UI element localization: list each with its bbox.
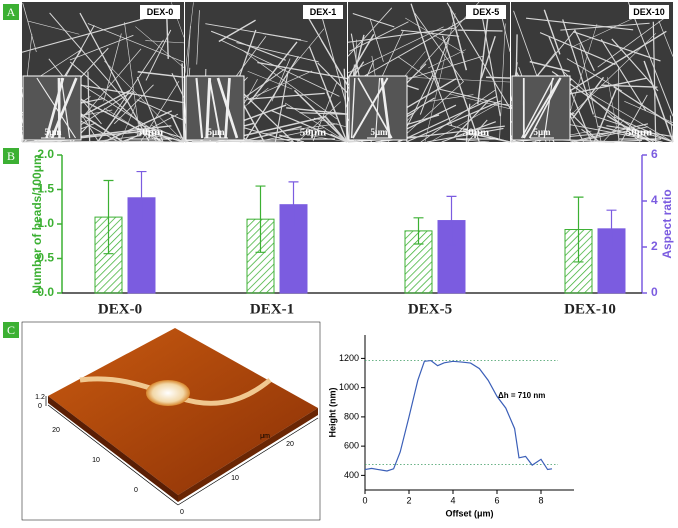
x-tick-label: 0 — [362, 495, 367, 505]
y2-tick-label: 6 — [651, 147, 658, 161]
sem-inset-scale: 5μm — [533, 127, 551, 137]
sem-image: DEX-0 5μm 50μm — [22, 2, 184, 142]
x-tick-label: DEX-10 — [564, 301, 616, 317]
afm-axis-label: 0 — [180, 509, 184, 516]
afm-bead — [146, 380, 190, 406]
afm-axis-label: 20 — [286, 441, 294, 448]
sem-inset-scale: 5μm — [370, 127, 388, 137]
line — [365, 361, 552, 471]
panel-label: A — [7, 5, 16, 19]
afm-axis-label: 10 — [231, 475, 239, 482]
x-tick-label: 8 — [538, 495, 543, 505]
sem-fiber — [486, 77, 510, 78]
x-tick-label: DEX-1 — [250, 301, 294, 317]
panel-label: C — [7, 323, 15, 337]
sem-label: DEX-1 — [310, 7, 337, 17]
y2-tick-label: 4 — [651, 193, 658, 207]
sem-label: DEX-10 — [633, 7, 665, 17]
x-tick-label: 6 — [494, 495, 499, 505]
y-tick-label: 1000 — [339, 382, 359, 392]
annotation: Δh = 710 nm — [498, 391, 545, 400]
y-tick-label: 1200 — [339, 353, 359, 363]
afm-axis-label: μm — [260, 433, 270, 440]
sem-scale: 50μm — [626, 127, 652, 139]
y-axis-title: Height (nm) — [327, 388, 337, 438]
y-tick-label: 600 — [344, 441, 359, 451]
x-tick-label: DEX-5 — [408, 301, 452, 317]
y2-tick-label: 0 — [651, 285, 658, 299]
y-tick-label: 400 — [344, 470, 359, 480]
panel-label: B — [7, 149, 15, 163]
sem-scale: 50μm — [300, 127, 326, 139]
y-axis-title: Number of beads/100μm — [30, 154, 44, 293]
sem-inset-scale: 5μm — [207, 127, 225, 137]
afm-axis-label: 10 — [92, 457, 100, 464]
sem-image: DEX-1 5μm 50μm — [185, 2, 347, 142]
afm-axis-label: 0 — [38, 403, 42, 410]
y2-tick-label: 2 — [651, 239, 658, 253]
afm-axis-label: 20 — [52, 427, 60, 434]
x-tick-label: 2 — [406, 495, 411, 505]
y-tick-label: 800 — [344, 411, 359, 421]
x-tick-label: 4 — [450, 495, 455, 505]
sem-label: DEX-5 — [473, 7, 500, 17]
sem-inset-scale: 5μm — [44, 127, 62, 137]
afm-axis-label: 0 — [134, 487, 138, 494]
sem-scale: 50μm — [463, 127, 489, 139]
sem-label: DEX-0 — [147, 7, 174, 17]
sem-image: DEX-10 5μm 50μm — [511, 2, 673, 142]
afm-axis-label: 1.2 — [35, 394, 45, 401]
x-tick-label: DEX-0 — [98, 301, 142, 317]
x-axis-title: Offset (μm) — [445, 508, 493, 518]
sem-image: DEX-5 5μm 50μm — [348, 2, 510, 142]
y2-axis-title: Aspect ratio — [660, 189, 674, 258]
sem-scale: 50μm — [137, 127, 163, 139]
